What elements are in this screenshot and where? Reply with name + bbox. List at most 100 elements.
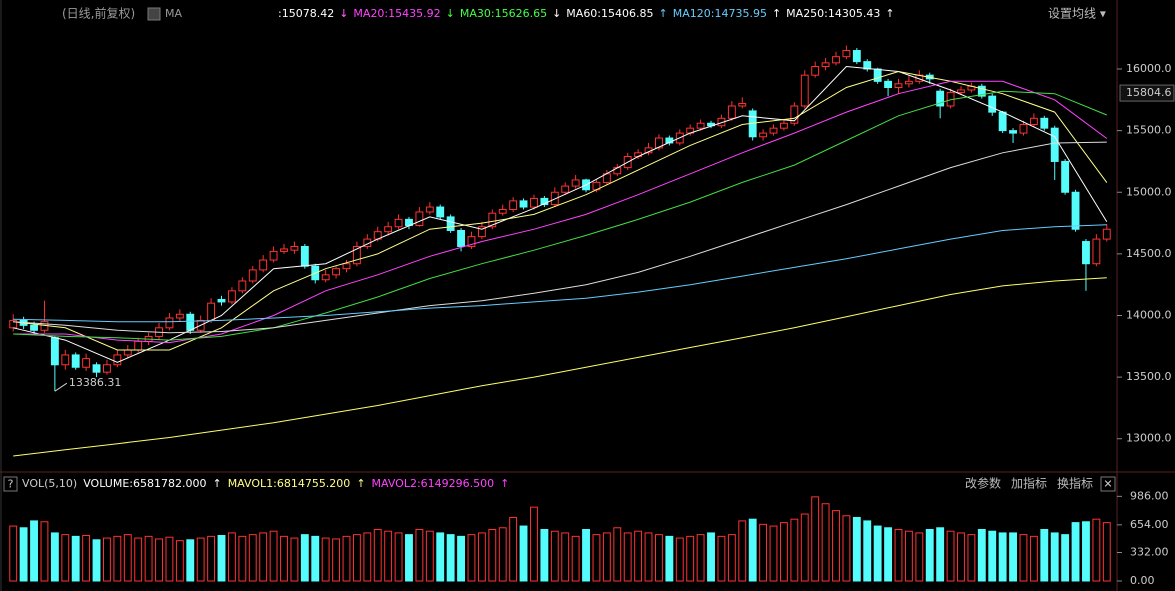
ma-legend: MA120:14735.95 xyxy=(673,7,767,20)
candle-body xyxy=(530,197,538,208)
volume-bar xyxy=(436,532,445,582)
volume-bar xyxy=(425,530,434,582)
volume-bar xyxy=(40,521,49,582)
candle-body xyxy=(811,66,820,76)
volume-legend: ↑ xyxy=(212,477,221,490)
volume-bar xyxy=(686,535,695,582)
volume-bar xyxy=(92,539,101,582)
moving-average xyxy=(13,277,1107,457)
moving-average xyxy=(13,90,1107,341)
ma-legend: MA30:15626.65 xyxy=(460,7,547,20)
volume-bar xyxy=(363,532,372,582)
volume-bar xyxy=(946,530,955,582)
candle-body xyxy=(227,290,236,303)
volume-tick-label: 986.00 xyxy=(1130,489,1169,502)
volume-bar xyxy=(925,528,934,582)
volume-bar xyxy=(175,540,184,582)
volume-bar xyxy=(967,534,976,582)
annotation-arrow xyxy=(54,382,68,392)
ma-legend: ↓ xyxy=(552,7,561,20)
volume-bar xyxy=(675,537,684,582)
candle-body xyxy=(457,229,465,247)
candle-body xyxy=(1040,117,1049,129)
volume-bar xyxy=(50,532,59,582)
candle-body xyxy=(332,268,341,276)
indicator-button[interactable]: 换指标 xyxy=(1057,476,1093,491)
volume-bar xyxy=(1029,535,1038,582)
volume-bar xyxy=(477,532,486,582)
candle-body xyxy=(82,358,91,368)
ma-legend: ↑ xyxy=(772,7,781,20)
candle-body xyxy=(821,62,830,68)
candle-body xyxy=(477,226,486,238)
candle-body xyxy=(384,226,393,233)
indicator-button[interactable]: 改参数 xyxy=(965,476,1001,491)
volume-legend: VOL(5,10) xyxy=(22,477,77,490)
volume-bar xyxy=(467,534,476,582)
candle-body xyxy=(759,132,768,138)
help-button[interactable]: ? xyxy=(8,478,14,491)
volume-bar xyxy=(769,525,778,582)
volume-legend: MAVOL1:6814755.200 xyxy=(228,477,351,490)
volume-tick-label: 332.00 xyxy=(1130,545,1169,558)
close-button[interactable]: ✕ xyxy=(1103,478,1112,491)
volume-bar xyxy=(1040,528,1049,582)
candle-body xyxy=(186,313,195,331)
candle-body xyxy=(884,80,893,88)
volume-bar xyxy=(1061,534,1070,582)
volume-bar xyxy=(207,535,216,582)
volume-bar xyxy=(144,535,153,582)
close-box[interactable] xyxy=(1100,476,1116,492)
candle-body xyxy=(134,340,143,351)
candle-body xyxy=(936,90,945,107)
candle-body xyxy=(655,137,663,149)
volume-bar xyxy=(415,528,424,582)
volume-bar xyxy=(113,535,122,582)
volume-bar xyxy=(707,532,715,582)
volume-bar xyxy=(498,527,507,582)
candle-body xyxy=(50,337,59,366)
indicator-button[interactable]: 加指标 xyxy=(1011,476,1047,491)
candle-body xyxy=(217,298,226,303)
volume-bar xyxy=(1102,522,1111,582)
candle-body xyxy=(613,167,622,175)
volume-bar xyxy=(873,525,882,582)
volume-bar xyxy=(269,530,278,582)
candle-body xyxy=(394,218,403,228)
volume-bar xyxy=(259,532,268,582)
volume-bar xyxy=(592,534,601,582)
candle-body xyxy=(71,354,80,368)
candle-body xyxy=(425,206,434,213)
settings-button[interactable]: 设置均线 ▾ xyxy=(1048,7,1106,21)
volume-bar xyxy=(530,506,538,582)
volume-bar xyxy=(644,532,653,582)
volume-bar xyxy=(582,528,590,582)
volume-legend: ↑ xyxy=(500,477,509,490)
candle-body xyxy=(352,245,361,265)
volume-bar xyxy=(936,527,945,582)
volume-bar xyxy=(248,534,257,582)
volume-bar xyxy=(519,525,528,582)
volume-bar xyxy=(134,537,143,582)
candle-body xyxy=(1019,123,1028,134)
candle-body xyxy=(238,280,247,292)
ma-checkbox[interactable] xyxy=(147,7,161,21)
y-tick-label: 14000.0 xyxy=(1126,308,1172,321)
candle-body xyxy=(123,349,132,356)
moving-average xyxy=(13,141,1107,334)
volume-bar xyxy=(290,537,299,582)
volume-bar xyxy=(71,535,80,582)
volume-bar xyxy=(405,534,413,582)
volume-bar xyxy=(821,503,830,582)
candle-body xyxy=(519,200,528,208)
volume-bar xyxy=(748,518,757,582)
ma-legend: ↓ xyxy=(446,7,455,20)
volume-bar xyxy=(863,520,872,582)
volume-legend: ↑ xyxy=(356,477,365,490)
candle-body xyxy=(863,61,872,70)
help-box[interactable] xyxy=(3,476,18,492)
ma-toggle[interactable]: MA xyxy=(165,7,182,20)
volume-bar xyxy=(103,537,111,582)
low-annotation: 13386.31 xyxy=(69,376,122,389)
